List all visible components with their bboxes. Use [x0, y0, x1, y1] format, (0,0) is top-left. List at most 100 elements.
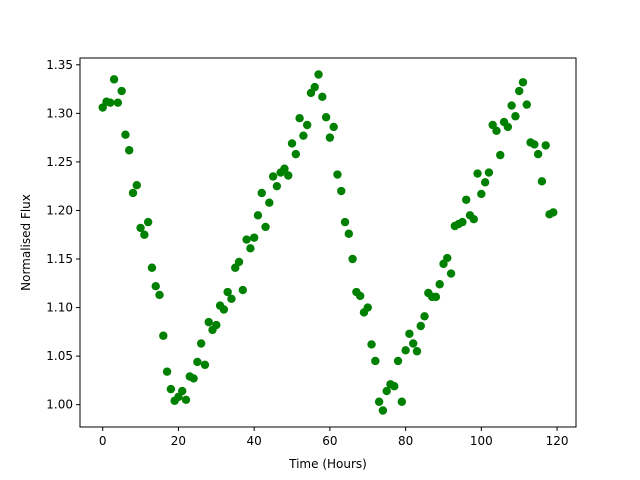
data-point — [518, 78, 528, 87]
data-point — [204, 317, 213, 327]
data-point — [249, 233, 259, 242]
data-point — [337, 186, 346, 196]
data-point — [355, 291, 365, 301]
data-point — [246, 244, 255, 253]
data-point — [507, 101, 516, 110]
x-tick-label: 120 — [546, 434, 569, 448]
data-point — [106, 98, 115, 107]
data-point — [212, 320, 221, 330]
x-axis-ticks: 0 20 40 60 80 100 120 — [99, 427, 569, 448]
data-point — [253, 211, 263, 220]
data-point — [344, 229, 354, 238]
data-point — [382, 386, 391, 396]
y-tick-label: 1.30 — [46, 106, 73, 120]
data-point — [446, 269, 456, 278]
x-tick-label: 40 — [247, 434, 262, 448]
y-tick-label: 1.00 — [46, 398, 73, 412]
data-point — [265, 198, 274, 207]
data-point — [431, 292, 441, 302]
data-point — [480, 178, 490, 187]
data-point — [367, 340, 376, 349]
y-axis-label: Normalised Flux — [19, 194, 33, 291]
data-point — [125, 146, 134, 155]
data-point — [310, 82, 319, 92]
plot-frame — [79, 57, 577, 428]
data-point — [280, 164, 289, 173]
data-point — [132, 181, 141, 190]
data-point — [537, 177, 547, 186]
data-point — [136, 223, 145, 233]
data-point — [329, 122, 338, 132]
y-tick-label: 1.25 — [46, 155, 73, 169]
data-point — [219, 305, 229, 314]
data-point — [530, 140, 539, 149]
data-point — [272, 181, 282, 191]
y-axis-ticks: 1.00 1.05 1.10 1.15 1.20 1.25 1.30 1.35 — [46, 58, 80, 412]
data-point — [284, 171, 293, 180]
data-point — [193, 357, 202, 367]
data-point — [533, 149, 543, 159]
data-point — [302, 120, 312, 130]
data-point — [268, 172, 278, 181]
data-point — [420, 312, 429, 321]
data-point — [408, 339, 418, 348]
data-point — [469, 214, 478, 224]
data-point — [511, 112, 520, 121]
data-point — [287, 139, 297, 148]
data-point — [348, 254, 357, 264]
data-point — [234, 257, 244, 267]
data-point — [196, 339, 206, 348]
data-point — [109, 75, 119, 84]
y-tick-label: 1.05 — [46, 349, 73, 363]
data-point — [117, 86, 126, 96]
y-tick-label: 1.10 — [46, 301, 73, 315]
data-point — [458, 217, 467, 227]
data-point — [261, 222, 270, 232]
x-tick-label: 20 — [171, 434, 186, 448]
data-point — [227, 294, 236, 304]
x-tick-label: 100 — [470, 434, 493, 448]
data-point — [299, 131, 308, 140]
data-point — [181, 395, 191, 405]
data-point — [484, 168, 494, 177]
data-point — [522, 100, 531, 109]
data-point — [159, 331, 168, 340]
y-tick-label: 1.35 — [46, 58, 73, 72]
data-point — [128, 188, 138, 198]
data-point — [492, 126, 501, 136]
data-point — [143, 217, 153, 227]
data-point — [416, 321, 425, 331]
x-tick-label: 0 — [99, 434, 107, 448]
data-point — [147, 263, 157, 272]
data-point — [477, 189, 486, 199]
data-point — [151, 282, 160, 291]
data-point — [314, 70, 323, 79]
x-tick-label: 80 — [398, 434, 413, 448]
data-point — [443, 253, 452, 263]
y-tick-label: 1.20 — [46, 203, 73, 217]
data-point — [200, 360, 210, 370]
data-point — [462, 195, 471, 204]
data-point — [549, 208, 558, 217]
data-point — [503, 122, 513, 132]
data-point — [541, 141, 550, 150]
data-point — [238, 285, 248, 295]
x-tick-label: 60 — [322, 434, 337, 448]
data-point — [257, 188, 266, 198]
data-point — [401, 346, 410, 355]
data-point — [397, 397, 407, 406]
data-point — [140, 230, 149, 239]
data-point — [178, 386, 187, 396]
y-tick-label: 1.15 — [46, 252, 73, 266]
data-point — [189, 374, 198, 383]
data-point — [291, 149, 301, 159]
data-point — [155, 290, 164, 300]
data-point — [371, 356, 380, 366]
data-point — [318, 92, 327, 102]
data-point — [333, 170, 342, 179]
data-point — [496, 150, 505, 160]
data-point — [515, 86, 524, 96]
data-point — [121, 130, 130, 139]
data-point — [363, 303, 372, 312]
